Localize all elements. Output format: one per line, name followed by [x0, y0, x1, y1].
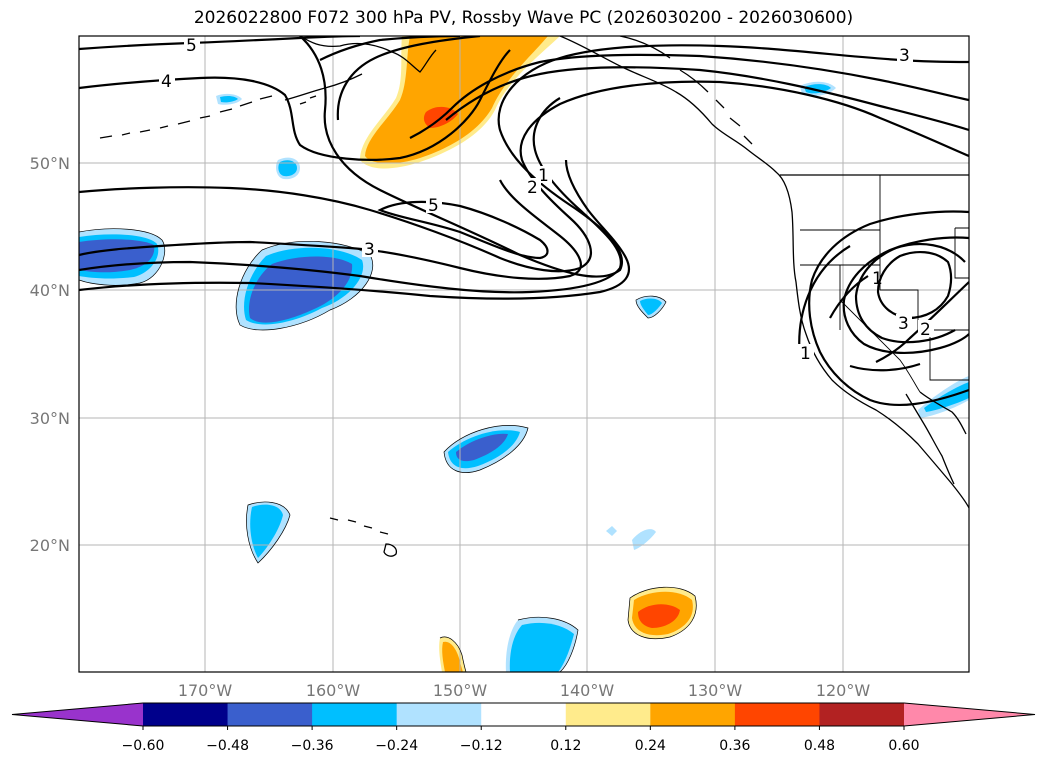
lon-label: 170°W: [178, 681, 233, 700]
contour-label: 5: [186, 36, 197, 56]
colorbar-segment: [312, 703, 398, 726]
colorbar-tick-label: 0.12: [550, 738, 581, 754]
contour-label: 2: [527, 178, 538, 198]
map-title: 2026022800 F072 300 hPa PV, Rossby Wave …: [193, 8, 854, 28]
pv-contours: [79, 36, 969, 407]
contour-label: 4: [161, 72, 172, 92]
colorbar-segment: [650, 703, 736, 726]
graticule: [79, 36, 969, 672]
colorbar-tick-label: 0.36: [719, 738, 750, 754]
lon-label: 150°W: [433, 681, 488, 700]
lon-label: 130°W: [688, 681, 743, 700]
contour-label: 3: [899, 46, 910, 66]
lon-label: 140°W: [560, 681, 615, 700]
map-panel: [79, 36, 969, 672]
colorbar-extend-right: [904, 703, 1035, 726]
colorbar-segment: [819, 703, 905, 726]
contour-label: 3: [898, 314, 909, 334]
contour-label: 2: [920, 320, 931, 340]
contour-label: 1: [872, 269, 883, 289]
colorbar: [11, 702, 1036, 727]
colorbar-segment: [143, 703, 229, 726]
map-frame: [78, 35, 970, 673]
colorbar-tick-label: −0.12: [460, 738, 503, 754]
contour-labels: 5 4 5 3 1 2 3 1 3 2 1: [159, 36, 934, 364]
colorbar-tick-label: 0.48: [804, 738, 835, 754]
contour-label: 5: [428, 196, 439, 216]
colorbar-tick-label: −0.48: [206, 738, 249, 754]
colorbar-tick-label: −0.36: [291, 738, 334, 754]
contour-label: 1: [800, 344, 811, 364]
lon-label: 160°W: [306, 681, 361, 700]
anomaly-outlines: [79, 228, 697, 672]
lat-label: 50°N: [30, 154, 70, 173]
lon-label: 120°W: [816, 681, 871, 700]
contour-label: 1: [538, 166, 549, 186]
colorbar-segment: [734, 703, 820, 726]
lat-label: 20°N: [30, 536, 70, 555]
colorbar-extend-left: [12, 703, 143, 726]
colorbar-segment: [396, 703, 482, 726]
colorbar-segment: [227, 703, 313, 726]
colorbar-tick-label: 0.24: [635, 738, 666, 754]
colorbar-segment: [481, 703, 567, 726]
lat-label: 30°N: [30, 409, 70, 428]
colorbar-tick-label: −0.60: [122, 738, 165, 754]
contour-label: 3: [364, 240, 375, 260]
lat-label: 40°N: [30, 281, 70, 300]
longitude-labels: 170°W 160°W 150°W 140°W 130°W 120°W: [178, 681, 871, 700]
colorbar-segment: [565, 703, 651, 726]
colorbar-tick-labels: −0.60 −0.48 −0.36 −0.24 −0.12 0.12 0.24 0.36 0.4…: [122, 726, 920, 754]
latitude-labels: 50°N 40°N 30°N 20°N: [30, 154, 70, 555]
colorbar-tick-label: −0.24: [375, 738, 418, 754]
colorbar-tick-label: 0.60: [888, 738, 919, 754]
